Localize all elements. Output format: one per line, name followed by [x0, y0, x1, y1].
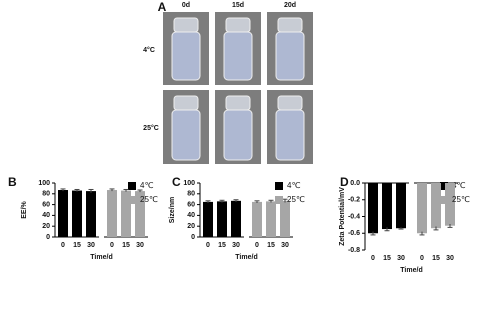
panel-letter: A	[158, 0, 167, 14]
x-tick-label: 15	[267, 242, 275, 249]
y-tick-label: -0.4	[348, 213, 360, 220]
y-tick-label: 60	[42, 201, 50, 208]
y-tick-label: -0.2	[348, 197, 360, 204]
bar	[252, 201, 262, 237]
legend-swatch	[128, 182, 136, 190]
x-tick-label: 0	[61, 242, 65, 249]
y-tick-label: 20	[187, 223, 195, 230]
legend-label: 4℃	[140, 181, 153, 190]
x-tick-label: 30	[281, 242, 289, 249]
y-tick-label: -0.8	[348, 247, 360, 254]
y-tick-label: 40	[42, 212, 50, 219]
x-tick-label: 0	[110, 242, 114, 249]
bar	[396, 183, 406, 229]
x-tick-label: 30	[136, 242, 144, 249]
panel-letter: B	[8, 175, 17, 189]
column-label: 15d	[232, 2, 244, 9]
legend-label: 25℃	[140, 195, 158, 204]
legend-swatch	[440, 196, 448, 204]
row-label: 4°C	[143, 46, 155, 54]
row-label: 25°C	[143, 124, 159, 132]
x-tick-label: 0	[255, 242, 259, 249]
x-tick-label: 15	[383, 255, 391, 262]
y-tick-label: 60	[187, 201, 195, 208]
x-tick-label: 30	[87, 242, 95, 249]
x-tick-label: 30	[232, 242, 240, 249]
bar	[86, 191, 96, 237]
bar	[135, 191, 145, 237]
column-label: 0d	[182, 2, 190, 9]
bar	[72, 190, 82, 237]
y-tick-label: 20	[42, 223, 50, 230]
bar	[417, 183, 427, 234]
bar	[445, 183, 455, 226]
bar	[203, 201, 213, 237]
column-label: 20d	[284, 2, 296, 9]
x-tick-label: 0	[206, 242, 210, 249]
y-axis-label: Size/nm	[169, 197, 176, 223]
bar	[368, 183, 378, 234]
y-tick-label: 0.0	[350, 180, 360, 187]
panel-letter: D	[340, 175, 349, 189]
bar	[266, 201, 276, 237]
bar	[58, 190, 68, 237]
bar	[217, 201, 227, 237]
x-axis-label: Time/d	[400, 267, 422, 274]
bar	[431, 183, 441, 229]
legend-label: 25℃	[452, 195, 470, 204]
x-tick-label: 15	[73, 242, 81, 249]
x-tick-label: 15	[122, 242, 130, 249]
panel-letter: C	[172, 175, 181, 189]
legend-label: 4℃	[287, 181, 300, 190]
bar	[231, 200, 241, 237]
y-tick-label: 0	[191, 234, 195, 241]
legend-swatch	[275, 182, 283, 190]
legend-label: 25℃	[287, 195, 305, 204]
y-tick-label: 100	[38, 180, 50, 187]
y-axis-label: EE/%	[21, 200, 28, 218]
y-tick-label: 100	[183, 180, 195, 187]
legend-swatch	[128, 196, 136, 204]
y-tick-label: 80	[187, 191, 195, 198]
bar	[107, 190, 117, 237]
x-tick-label: 15	[218, 242, 226, 249]
y-axis-label: Zeta Potential/mV	[339, 187, 346, 246]
bar	[382, 183, 392, 230]
x-tick-label: 0	[371, 255, 375, 262]
x-tick-label: 15	[432, 255, 440, 262]
bar	[121, 190, 131, 237]
x-axis-label: Time/d	[235, 254, 257, 261]
photo-panel: A 0d 15d 20d 4°C 25°C	[143, 0, 313, 164]
x-tick-label: 30	[446, 255, 454, 262]
y-tick-label: 80	[42, 191, 50, 198]
bar	[280, 200, 290, 237]
x-tick-label: 30	[397, 255, 405, 262]
legend-swatch	[440, 182, 448, 190]
legend-label: 4℃	[452, 181, 465, 190]
vials	[171, 17, 305, 161]
y-tick-label: 40	[187, 212, 195, 219]
legend-swatch	[275, 196, 283, 204]
y-tick-label: -0.6	[348, 230, 360, 237]
y-tick-label: 0	[46, 234, 50, 241]
x-axis-label: Time/d	[90, 254, 112, 261]
x-tick-label: 0	[420, 255, 424, 262]
